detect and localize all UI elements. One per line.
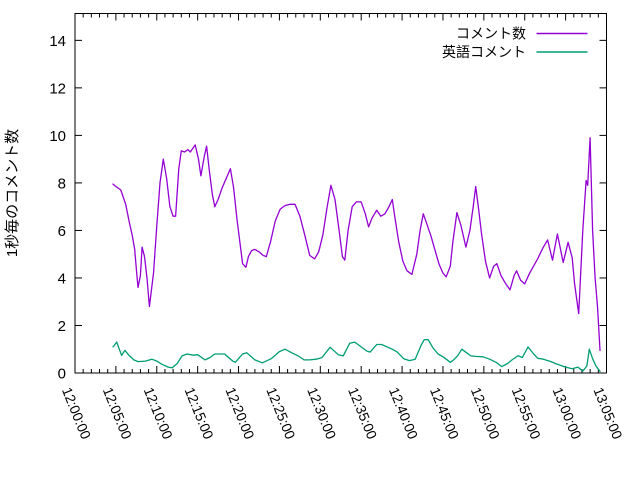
x-tick-label: 12:50:00: [468, 385, 503, 442]
y-tick-label: 6: [58, 223, 66, 240]
x-tick-label: 12:55:00: [509, 385, 544, 442]
y-axis-ticks: 0 2 4 6 8 10 12 14: [49, 33, 607, 383]
y-tick-label: 8: [58, 175, 66, 192]
series-english-comments-line: [112, 339, 601, 372]
x-tick-label: 13:00:00: [550, 385, 585, 442]
x-axis-ticks: [74, 13, 607, 373]
x-tick-label: 12:30:00: [304, 385, 339, 442]
x-tick-label: 12:00:00: [59, 385, 94, 442]
y-axis-title: 1秒毎のコメント数: [4, 129, 21, 257]
x-tick-label: 12:40:00: [386, 385, 421, 442]
x-tick-label: 12:20:00: [222, 385, 257, 442]
x-axis-labels: 12:00:00 12:05:00 12:10:00 12:15:00 12:20:00…: [59, 385, 626, 442]
legend-label: 英語コメント: [442, 44, 526, 60]
series-comment-count-line: [112, 137, 601, 352]
y-tick-label: 14: [49, 33, 66, 50]
x-tick-label: 12:15:00: [182, 385, 217, 442]
x-tick-label: 12:10:00: [141, 385, 176, 442]
plot-border: [74, 13, 607, 374]
legend-label: コメント数: [456, 26, 526, 42]
x-tick-label: 12:25:00: [263, 385, 298, 442]
x-tick-label: 12:05:00: [100, 385, 135, 442]
y-tick-label: 12: [49, 80, 66, 97]
y-tick-label: 0: [58, 366, 66, 383]
x-tick-label: 12:35:00: [345, 385, 380, 442]
y-tick-label: 2: [58, 318, 66, 335]
svg-text:1秒毎のコメント数: 1秒毎のコメント数: [4, 129, 21, 257]
x-tick-label: 13:05:00: [590, 385, 625, 442]
y-tick-label: 10: [49, 128, 66, 145]
y-tick-label: 4: [58, 270, 66, 287]
x-tick-label: 12:45:00: [427, 385, 462, 442]
